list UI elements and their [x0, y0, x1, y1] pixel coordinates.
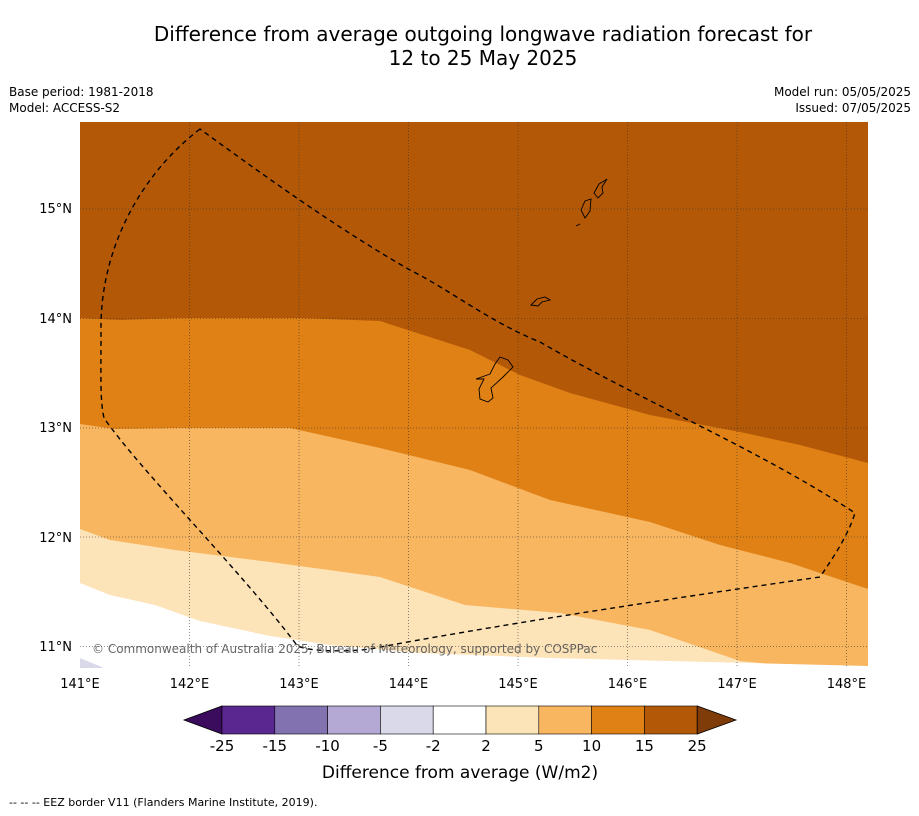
- lat-label: 15°N: [39, 202, 72, 217]
- colorbar-segment: [485, 705, 540, 735]
- colorbar-tick-label: 2: [481, 737, 491, 755]
- colorbar: -25 -15 -10 -5 -2 2 5 10 15 25: [182, 705, 738, 755]
- gridlines: [80, 122, 868, 668]
- colorbar-tick-label: -10: [315, 737, 340, 755]
- chart-title: Difference from average outgoing longwav…: [0, 22, 919, 70]
- band-neg2-2: [80, 583, 868, 668]
- lat-labels: 15°N 14°N 13°N 12°N 11°N: [39, 202, 72, 655]
- island-aguijan: [575, 223, 581, 227]
- colorbar-segment: [432, 705, 487, 735]
- colorbar-tick-label: -2: [426, 737, 441, 755]
- eez-border: [100, 128, 856, 652]
- colorbar-tick-label: 25: [688, 737, 707, 755]
- colorbar-segment: [221, 705, 276, 735]
- colorbar-tick-label: -15: [263, 737, 288, 755]
- lon-label: 142°E: [170, 677, 210, 692]
- lon-label: 146°E: [608, 677, 648, 692]
- lat-label: 12°N: [39, 531, 72, 546]
- lon-label: 143°E: [279, 677, 319, 692]
- model-label: Model: ACCESS-S2: [9, 101, 121, 115]
- base-period-label: Base period: 1981-2018: [9, 85, 154, 99]
- colorbar-tick-label: -25: [210, 737, 235, 755]
- colorbar-extend-high: [696, 705, 738, 735]
- colorbar-tick-label: 5: [534, 737, 544, 755]
- colorbar-segment: [380, 705, 434, 735]
- colorbar-tick-label: -5: [373, 737, 388, 755]
- island-tinian: [580, 198, 592, 219]
- island-rota: [530, 296, 552, 307]
- meta-left: Base period: 1981-2018 Model: ACCESS-S2: [9, 84, 154, 116]
- meta-right: Model run: 05/05/2025 Issued: 07/05/2025: [774, 84, 911, 116]
- island-guam: [475, 356, 514, 403]
- title-line-2: 12 to 25 May 2025: [388, 46, 578, 70]
- eez-footnote: -- -- -- EEZ border V11 (Flanders Marine…: [9, 796, 318, 809]
- lat-label: 13°N: [39, 421, 72, 436]
- band-neg5-neg2: [80, 658, 104, 668]
- colorbar-tick-label: 15: [635, 737, 654, 755]
- lon-label: 141°E: [60, 677, 100, 692]
- lon-label: 147°E: [717, 677, 757, 692]
- band-2-5: [80, 529, 868, 668]
- lon-label: 144°E: [389, 677, 429, 692]
- title-line-1: Difference from average outgoing longwav…: [153, 22, 813, 46]
- lon-label: 145°E: [498, 677, 538, 692]
- model-run-label: Model run: 05/05/2025: [773, 85, 911, 99]
- colorbar-segment: [538, 705, 592, 735]
- island-saipan: [593, 178, 608, 199]
- lon-labels: 141°E 142°E 143°E 144°E 145°E 146°E 147°…: [60, 677, 866, 692]
- colorbar-segment: [644, 705, 698, 735]
- lat-label: 11°N: [39, 640, 72, 655]
- issued-label: Issued: 07/05/2025: [795, 101, 911, 115]
- colorbar-segment: [591, 705, 645, 735]
- islands: [475, 178, 608, 403]
- colorbar-extend-low: [182, 705, 223, 735]
- map-area: © Commonwealth of Australia 2025, Bureau…: [80, 122, 868, 668]
- lat-label: 14°N: [39, 312, 72, 327]
- colorbar-segment: [274, 705, 328, 735]
- lon-label: 148°E: [827, 677, 867, 692]
- colorbar-title: Difference from average (W/m2): [322, 763, 598, 783]
- copyright-text: © Commonwealth of Australia 2025, Bureau…: [92, 642, 597, 656]
- colorbar-tick-label: 10: [582, 737, 601, 755]
- colorbar-segment: [327, 705, 381, 735]
